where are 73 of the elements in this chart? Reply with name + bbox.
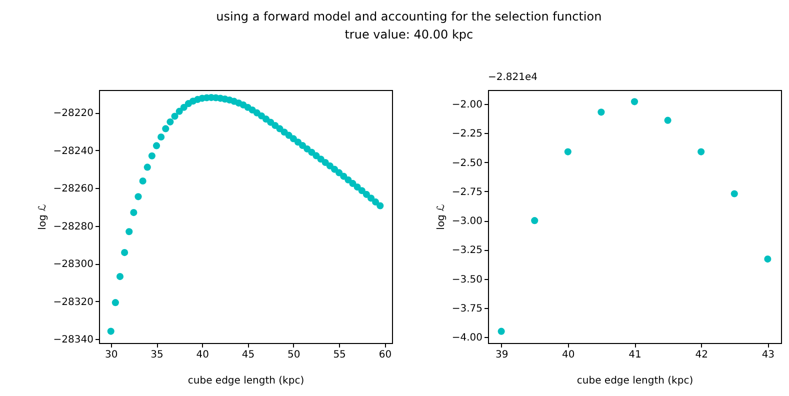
y-tick-label: −28260 — [53, 184, 94, 195]
y-tick-label: −28220 — [53, 108, 94, 120]
y-tick-label: −2.75 — [452, 186, 482, 198]
point — [126, 228, 133, 236]
x-axis-title: cube edge length (kpc) — [576, 376, 694, 386]
point — [294, 138, 302, 146]
point — [299, 142, 306, 150]
point — [372, 198, 380, 206]
point — [158, 133, 165, 141]
point — [322, 158, 329, 166]
point — [498, 328, 505, 335]
point — [130, 209, 138, 216]
point — [134, 193, 142, 200]
x-tick-label: 40 — [562, 350, 575, 360]
y-tick-label: −3.25 — [452, 245, 482, 256]
point — [764, 256, 772, 263]
y-tick-label: −28300 — [53, 259, 94, 270]
y-tick-label: −4.00 — [452, 332, 482, 344]
point — [162, 125, 170, 132]
point — [116, 273, 124, 280]
point — [152, 142, 160, 150]
point — [358, 187, 366, 194]
y-axis-title: log ℒ — [436, 204, 447, 230]
x-tick-label: 35 — [150, 350, 164, 360]
y-tick-label: −3.50 — [452, 274, 482, 286]
x-tick-label: 39 — [495, 350, 508, 360]
point — [664, 116, 672, 124]
x-tick-label: 50 — [288, 350, 300, 360]
point — [171, 112, 178, 120]
point — [344, 176, 352, 184]
chart-title: using a forward model and accounting for the selection function — [216, 10, 602, 24]
y-tick-label: −28280 — [53, 221, 94, 232]
x-tick-label: 40 — [196, 350, 210, 360]
x-tick-label: 30 — [105, 350, 118, 360]
point — [107, 328, 114, 335]
point — [376, 202, 384, 210]
y-tick-label: −28240 — [53, 146, 94, 157]
point — [362, 190, 370, 198]
chart-subtitle: true value: 40.00 kpc — [344, 28, 474, 42]
y-tick-label: −3.00 — [452, 216, 482, 228]
point — [148, 152, 156, 160]
y-tick-label: −28340 — [53, 334, 94, 346]
point — [176, 108, 183, 115]
point — [698, 148, 705, 156]
point — [531, 217, 538, 224]
point — [598, 108, 605, 116]
y-tick-label: −28320 — [53, 296, 94, 308]
point — [121, 249, 128, 256]
x-axis-title: cube edge length (kpc) — [188, 376, 304, 386]
point — [166, 118, 174, 126]
x-tick-label: 43 — [762, 350, 775, 360]
point — [180, 104, 188, 111]
point — [144, 164, 151, 171]
y-axis-title: log ℒ — [37, 204, 48, 230]
point — [354, 184, 361, 191]
x-tick-label: 60 — [378, 350, 392, 360]
y-tick-label: −2.25 — [452, 128, 482, 140]
y-tick-label: −2.00 — [452, 99, 482, 110]
x-tick-label: 41 — [628, 350, 642, 360]
point — [630, 98, 638, 106]
point — [730, 190, 738, 198]
point — [564, 148, 572, 156]
point — [367, 194, 375, 202]
x-tick-label: 42 — [695, 350, 708, 360]
point — [112, 299, 119, 306]
point — [336, 169, 343, 176]
y-tick-label: −2.50 — [452, 158, 482, 169]
y-tick-label: −3.75 — [452, 304, 482, 315]
point — [349, 180, 356, 187]
x-tick-label: 45 — [242, 350, 255, 360]
point — [139, 177, 146, 185]
text: −2.821e4 — [488, 72, 538, 83]
x-tick-label: 55 — [333, 350, 346, 360]
